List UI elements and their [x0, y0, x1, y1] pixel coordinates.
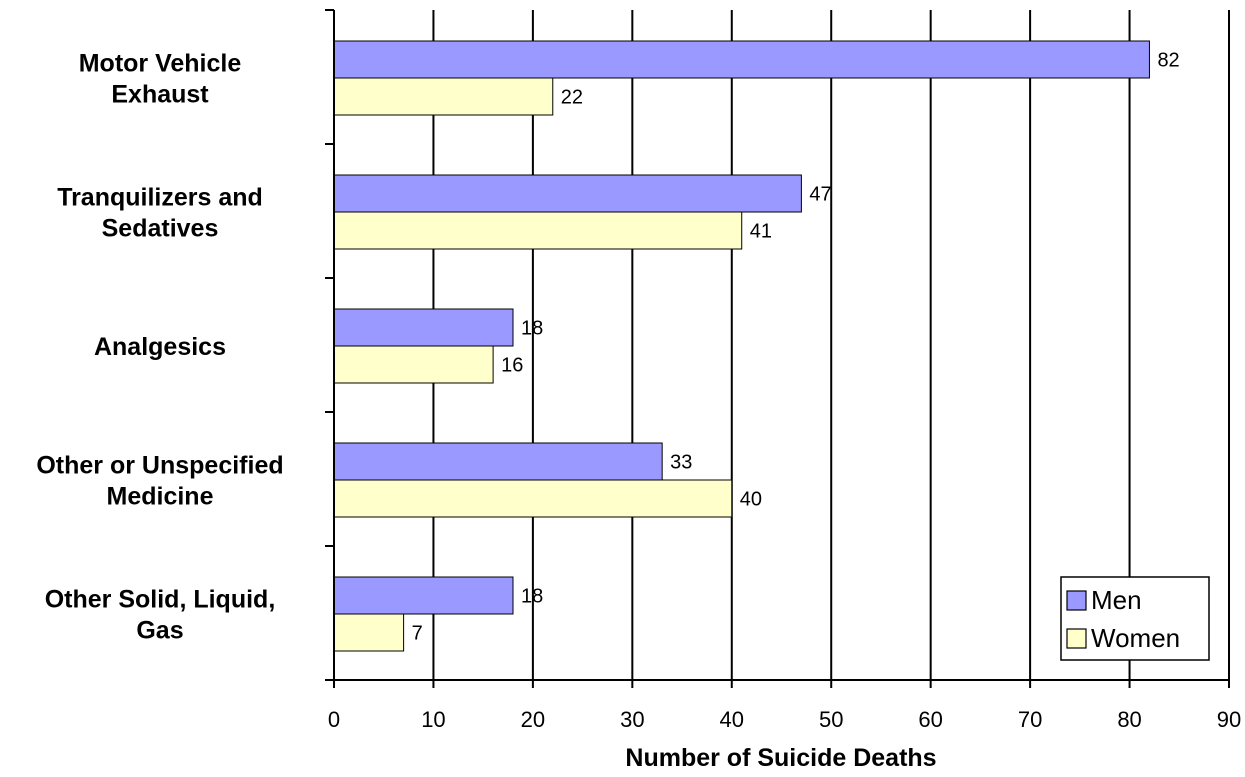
bars	[333, 40, 1150, 652]
x-tick-label: 20	[521, 707, 545, 732]
data-labels: 82 22 47 41 18 16 33 40 18 7	[412, 50, 1180, 645]
data-label: 47	[809, 184, 831, 206]
x-tick-label: 10	[421, 707, 445, 732]
data-label: 41	[750, 221, 772, 243]
x-tick-label: 30	[620, 707, 644, 732]
data-label: 18	[521, 586, 543, 608]
x-tick-label: 60	[918, 707, 942, 732]
x-tick-labels: 0 10 20 30 40 50 60 70 80 90	[328, 707, 1241, 732]
bar-men	[333, 308, 514, 347]
data-label: 16	[501, 355, 523, 377]
data-label: 82	[1157, 50, 1179, 72]
x-tick-label: 40	[720, 707, 744, 732]
x-tick-label: 80	[1117, 707, 1141, 732]
category-label: Analgesics	[94, 333, 226, 361]
bar-women	[333, 613, 405, 652]
bar-men	[333, 442, 663, 481]
x-tick-label: 0	[328, 707, 340, 732]
bar-men	[333, 40, 1150, 79]
category-label: Other Solid, Liquid, Gas	[45, 586, 276, 645]
x-tick-label: 50	[819, 707, 843, 732]
bar-men	[333, 576, 514, 615]
category-label: Other or Unspecified Medicine	[36, 452, 283, 511]
legend-label-women: Women	[1091, 623, 1180, 653]
legend-swatch-men	[1066, 590, 1087, 611]
x-tick-label: 70	[1018, 707, 1042, 732]
bar-women	[333, 211, 743, 250]
legend-label-men: Men	[1091, 585, 1142, 615]
x-axis-title: Number of Suicide Deaths	[625, 744, 936, 772]
data-label: 18	[521, 318, 543, 340]
data-label: 7	[412, 623, 423, 645]
data-label: 33	[670, 452, 692, 474]
x-tick-label: 90	[1217, 707, 1241, 732]
axes	[325, 9, 1230, 688]
data-label: 22	[561, 87, 583, 109]
category-label: Motor Vehicle Exhaust	[79, 50, 242, 109]
bar-women	[333, 77, 554, 116]
bar-women	[333, 345, 494, 384]
data-label: 40	[740, 489, 762, 511]
legend-swatch-women	[1066, 628, 1087, 649]
bar-men	[333, 174, 802, 213]
gridlines	[432, 10, 1230, 680]
category-labels: Motor Vehicle Exhaust Tranquilizers and Sed…	[36, 50, 283, 645]
legend: Men Women	[1060, 576, 1210, 661]
bar-women	[333, 479, 733, 518]
category-label: Tranquilizers and Sedatives	[57, 184, 263, 243]
